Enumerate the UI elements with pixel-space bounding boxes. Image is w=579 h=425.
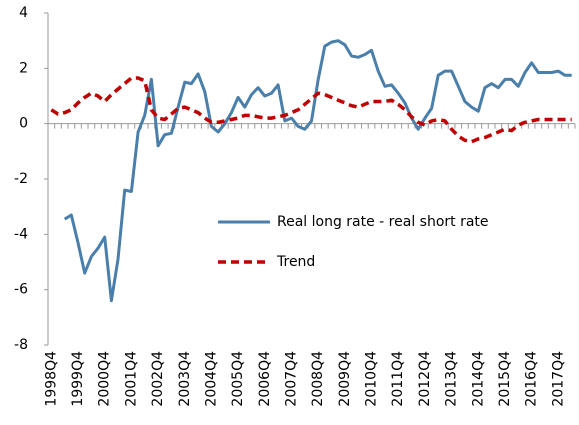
series-line <box>50 76 572 144</box>
x-tick-label: 2000Q4 <box>97 351 113 407</box>
x-tick-label: 2017Q4 <box>550 351 566 407</box>
x-tick-label: 2003Q4 <box>177 351 193 407</box>
x-tick-label: 2015Q4 <box>497 351 513 407</box>
x-tick-label: 2005Q4 <box>230 351 246 407</box>
y-tick-label: 4 <box>19 5 28 21</box>
x-tick-label: 1999Q4 <box>70 351 86 407</box>
x-tick-label: 2011Q4 <box>390 351 406 407</box>
x-tick-label: 2013Q4 <box>444 351 460 407</box>
y-tick-label: -4 <box>14 226 28 242</box>
x-tick-label: 2009Q4 <box>337 351 353 407</box>
y-tick-label: -8 <box>14 337 28 353</box>
x-tick-label: 1998Q4 <box>43 351 59 407</box>
x-tick-label: 2010Q4 <box>364 351 380 407</box>
x-tick-label: 2006Q4 <box>257 351 273 407</box>
x-tick-label: 2001Q4 <box>123 351 139 407</box>
y-tick-label: -6 <box>14 282 28 298</box>
legend-label: Trend <box>276 254 315 270</box>
y-tick-label: 0 <box>19 116 28 132</box>
x-tick-label: 2004Q4 <box>203 351 219 407</box>
x-tick-label: 2014Q4 <box>470 351 486 407</box>
x-tick-label: 2008Q4 <box>310 351 326 407</box>
x-tick-label: 2007Q4 <box>283 351 299 407</box>
x-tick-label: 2012Q4 <box>417 351 433 407</box>
legend-label: Real long rate - real short rate <box>277 214 489 230</box>
x-tick-label: 2002Q4 <box>150 351 166 407</box>
x-tick-label: 2016Q4 <box>524 351 540 407</box>
y-tick-label: 2 <box>19 60 28 76</box>
y-tick-label: -2 <box>14 171 28 187</box>
series-line <box>63 39 572 303</box>
